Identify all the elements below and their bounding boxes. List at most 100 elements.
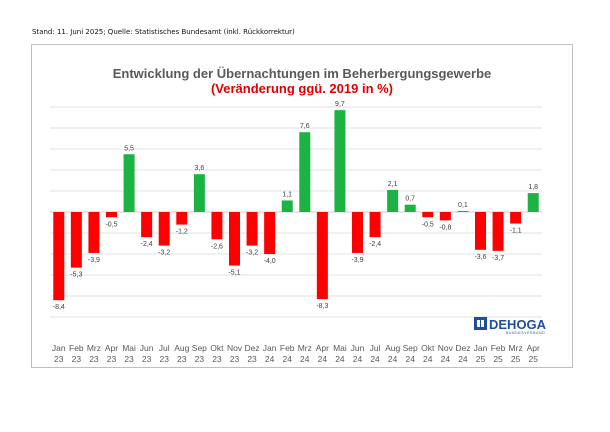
x-tick-month: Feb: [69, 343, 84, 353]
x-tick-year: 24: [318, 354, 328, 364]
data-label: -3,2: [158, 250, 170, 257]
x-tick-year: 25: [528, 354, 538, 364]
bar: [106, 212, 117, 218]
data-label: -2,6: [211, 243, 223, 250]
bar: [369, 212, 381, 238]
data-label: 0,7: [405, 196, 415, 203]
data-label: -0,8: [439, 224, 451, 231]
logo-mark: [474, 317, 487, 330]
x-tick-month: Mrz: [87, 343, 101, 353]
bar: [299, 132, 311, 212]
x-tick-year: 23: [159, 354, 169, 364]
bar: [158, 212, 170, 246]
x-tick-month: Mrz: [298, 343, 312, 353]
bar: [457, 210, 469, 212]
x-tick-month: Jul: [159, 343, 170, 353]
dehoga-logo: DEHOGA BUNDESVERBAND: [474, 317, 547, 335]
x-tick-year: 23: [107, 354, 117, 364]
bars: [53, 110, 539, 301]
x-tick-month: Aug: [174, 343, 189, 353]
data-label: 7,6: [300, 123, 310, 130]
x-tick-year: 24: [282, 354, 292, 364]
x-tick-month: Dez: [455, 343, 470, 353]
x-tick-year: 24: [441, 354, 451, 364]
bar: [475, 212, 486, 250]
x-tick-month: Nov: [438, 343, 454, 353]
x-tick-month: Apr: [527, 343, 540, 353]
data-label: -2,4: [369, 241, 381, 248]
data-label: -1,1: [510, 228, 522, 235]
bar: [510, 212, 522, 224]
x-tick-month: Mai: [333, 343, 347, 353]
bar: [316, 212, 328, 300]
x-tick-month: Sep: [192, 343, 207, 353]
x-tick-year: 23: [195, 354, 205, 364]
bar: [229, 212, 240, 266]
data-labels: -8,4 -5,3 -3,9 -0,5 5,5 -2,4 -3,2 -1,2 3,6 -2,6 -5…: [53, 101, 538, 311]
bar: [176, 212, 188, 225]
data-label: 0,1: [458, 202, 468, 209]
bar: [53, 212, 65, 301]
x-tick-year: 23: [177, 354, 187, 364]
x-tick-year: 24: [265, 354, 275, 364]
bar-chart: Entwicklung der Übernachtungen im Beherb…: [50, 66, 547, 364]
x-tick-year: 24: [405, 354, 415, 364]
x-tick-year: 25: [511, 354, 521, 364]
bar: [387, 189, 399, 212]
x-tick-year: 24: [423, 354, 433, 364]
data-label: -5,1: [228, 270, 240, 277]
x-tick-year: 24: [335, 354, 345, 364]
data-label: -0,5: [422, 221, 434, 228]
x-tick-month: Jul: [370, 343, 381, 353]
x-tick-month: Jan: [52, 343, 66, 353]
x-tick-year: 23: [247, 354, 257, 364]
logo-subtitle: BUNDESVERBAND: [506, 331, 545, 335]
x-tick-month: Sep: [403, 343, 418, 353]
x-tick-month: Mai: [122, 343, 136, 353]
x-axis-ticks: Jan23Feb23Mrz23Apr23Mai23Jun23Jul23Aug23…: [52, 343, 540, 364]
x-tick-month: Jan: [263, 343, 277, 353]
bar: [246, 212, 258, 246]
data-label: -4,0: [264, 258, 276, 265]
data-label: 5,5: [124, 145, 134, 152]
x-tick-year: 23: [124, 354, 134, 364]
x-tick-year: 23: [89, 354, 99, 364]
data-label: -3,7: [492, 255, 504, 262]
bar: [211, 212, 223, 240]
chart-subtitle: (Veränderung ggü. 2019 in %): [211, 81, 393, 96]
data-label: -1,2: [176, 229, 188, 236]
data-label: 1,8: [528, 184, 538, 191]
bar: [527, 193, 539, 212]
bar: [88, 212, 100, 253]
x-tick-month: Feb: [491, 343, 506, 353]
x-tick-year: 25: [476, 354, 486, 364]
data-label: -3,9: [88, 257, 100, 264]
x-tick-month: Mrz: [509, 343, 523, 353]
x-tick-month: Jun: [140, 343, 154, 353]
bar: [281, 200, 293, 212]
data-label: 1,1: [282, 191, 292, 198]
bar: [404, 204, 416, 212]
data-label: 3,6: [194, 165, 204, 172]
x-tick-year: 23: [230, 354, 240, 364]
x-tick-month: Nov: [227, 343, 243, 353]
bar: [492, 212, 504, 251]
data-label: -3,6: [474, 254, 486, 261]
bar: [439, 212, 451, 221]
x-tick-year: 23: [54, 354, 64, 364]
bar: [70, 212, 82, 268]
data-label: 9,7: [335, 101, 345, 108]
x-tick-year: 25: [493, 354, 503, 364]
x-tick-year: 24: [353, 354, 363, 364]
data-label: -5,3: [70, 272, 82, 279]
bar: [352, 212, 363, 253]
bar: [141, 212, 153, 238]
x-tick-year: 23: [142, 354, 152, 364]
x-tick-month: Jun: [351, 343, 365, 353]
bar: [264, 212, 276, 254]
x-tick-month: Okt: [210, 343, 224, 353]
x-tick-month: Dez: [245, 343, 260, 353]
x-tick-month: Feb: [280, 343, 295, 353]
x-tick-month: Aug: [385, 343, 400, 353]
bar: [422, 212, 434, 218]
